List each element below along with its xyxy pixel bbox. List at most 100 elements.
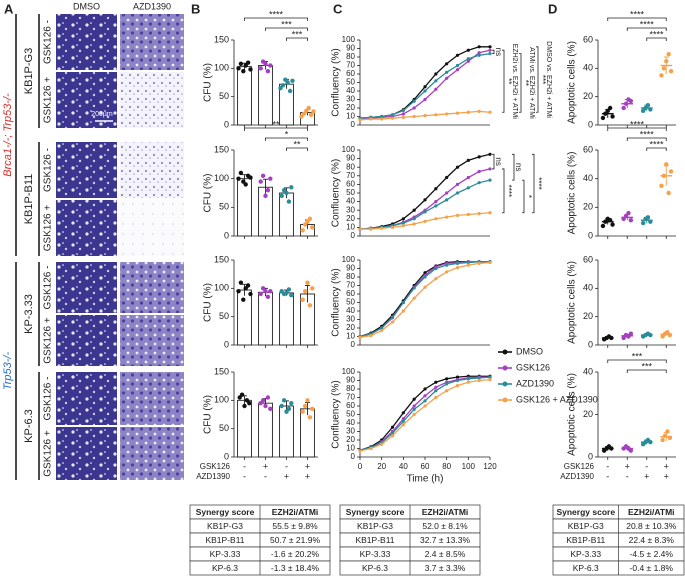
series-point (423, 97, 427, 102)
series-point (445, 382, 449, 386)
series-point (369, 117, 373, 121)
series-point (488, 260, 492, 265)
series-point (423, 219, 427, 223)
significance-bracket (626, 27, 667, 31)
treatment-label: GSK126 + (43, 205, 54, 252)
data-point (621, 105, 626, 111)
data-point (263, 61, 268, 66)
x-tick-label: 20 (377, 462, 386, 471)
y-axis-label: Confluency (%) (331, 159, 342, 227)
series-point (488, 167, 492, 171)
table-cell: 2.4 ± 8.5% (425, 549, 466, 559)
series-point (455, 191, 460, 195)
x-row-value: - (264, 471, 267, 481)
significance-bracket (607, 127, 667, 131)
y-tick-label: 90 (346, 44, 355, 53)
table-cell: KB1P-G3 (568, 521, 604, 531)
series-point (466, 110, 470, 114)
series-point (445, 198, 449, 202)
legend-label: DMSO (516, 346, 543, 356)
x-row-value: - (285, 461, 288, 471)
y-tick-label: 60 (583, 254, 593, 264)
y-tick-label: 50 (219, 423, 229, 433)
table-cell: KP-3.33 (570, 549, 601, 559)
y-tick-label: 50 (346, 188, 355, 197)
data-point (310, 406, 315, 412)
significance-bracket (532, 153, 535, 214)
x-row-value: - (626, 471, 629, 481)
series-point (401, 108, 405, 113)
data-point (628, 331, 634, 336)
x-row-value: + (664, 471, 669, 481)
y-tick-label: 150 (214, 366, 229, 376)
data-point (311, 109, 316, 114)
legend-label: GSK126 + AZD1390 (516, 394, 598, 404)
series-point (445, 215, 449, 219)
data-point (236, 66, 241, 71)
significance-label: **** (640, 129, 655, 139)
y-tick-label: 60 (346, 289, 355, 298)
data-point (609, 335, 614, 341)
table-cell: KB1P-G3 (357, 521, 393, 531)
y-tick-label: 70 (346, 393, 355, 402)
table-header: Synergy score (196, 507, 255, 517)
data-point (648, 219, 653, 224)
x-row-value: - (243, 461, 246, 471)
y-tick-label: 70 (346, 61, 355, 70)
data-point (648, 107, 653, 112)
y-tick-label: 100 (342, 367, 356, 376)
table-header: EZH2i/ATMi (272, 507, 319, 517)
y-axis-label: CFU (%) (203, 395, 214, 434)
series-point (455, 378, 460, 383)
y-tick-label: 60 (583, 144, 593, 154)
y-tick-label: 10 (346, 332, 355, 341)
series-point (412, 217, 416, 221)
data-point (265, 395, 271, 400)
y-tick-label: 80 (346, 162, 355, 171)
y-tick-label: 80 (346, 272, 355, 281)
column-header: AZD1390 (133, 1, 171, 11)
x-tick-label: 120 (483, 462, 497, 471)
table-cell: 3.7 ± 3.3% (425, 563, 466, 573)
series-point (401, 411, 405, 415)
y-axis-label: Apoptotic cells (%) (567, 261, 578, 344)
y-tick-label: 30 (346, 427, 355, 436)
y-tick-label: 100 (214, 395, 229, 405)
series-point (445, 270, 449, 274)
series-point (477, 51, 481, 55)
significance-bracket (286, 37, 308, 41)
series-point (445, 175, 449, 180)
series-point (401, 423, 405, 427)
table-cell: -4.5 ± 2.4% (630, 549, 674, 559)
significance-bracket (522, 179, 525, 214)
data-point (659, 73, 664, 78)
data-point (284, 190, 289, 196)
data-point (628, 98, 634, 104)
series-point (488, 45, 492, 49)
series-point (445, 70, 449, 74)
data-point (667, 332, 673, 338)
micrograph (120, 262, 184, 313)
series-point (423, 394, 427, 398)
significance-label: ns (514, 163, 523, 171)
legend-marker (502, 397, 508, 403)
series-point (423, 210, 427, 214)
table-cell: KP-6.3 (212, 563, 238, 573)
micrograph (120, 315, 184, 366)
micrograph (56, 315, 117, 366)
table-cell: -0.4 ± 1.8% (630, 563, 674, 573)
significance-label: ** (272, 119, 280, 129)
y-tick-label: 0 (351, 452, 356, 461)
data-point (242, 403, 247, 409)
significance-label: *** (281, 19, 292, 29)
series-point (445, 62, 449, 66)
x-tick-label: 40 (399, 462, 408, 471)
series-point (488, 52, 492, 56)
series-point (434, 113, 438, 117)
micrograph (120, 427, 184, 480)
significance-label: **** (269, 9, 284, 19)
data-point (648, 332, 653, 338)
series-point (455, 53, 460, 57)
data-point (664, 59, 669, 64)
data-point (300, 228, 305, 233)
